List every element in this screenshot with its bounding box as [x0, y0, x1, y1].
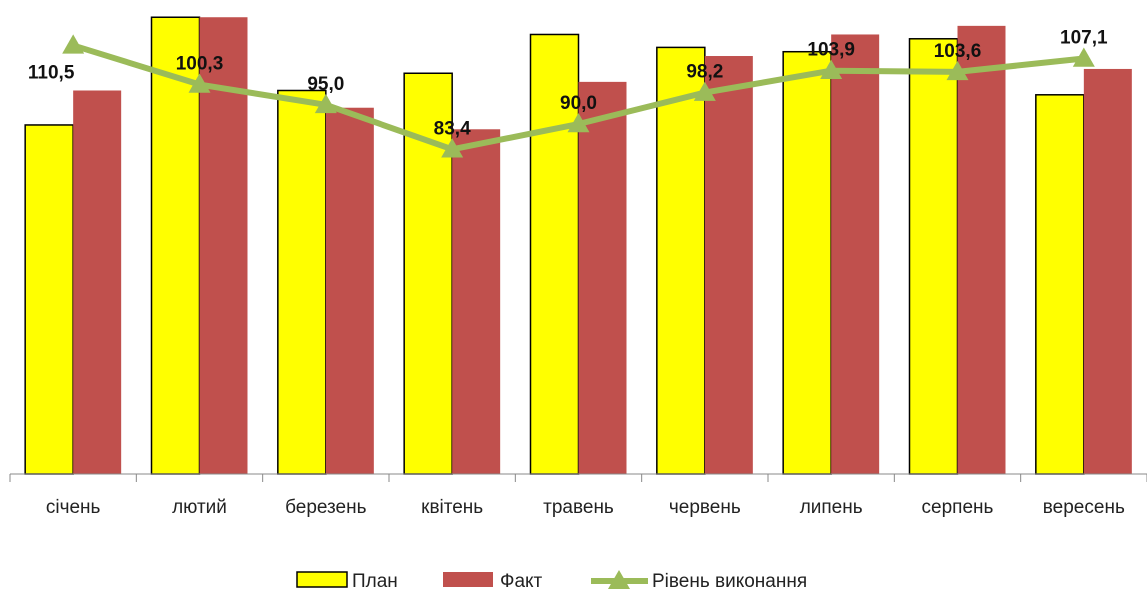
line-point-3	[441, 138, 464, 158]
line-point-7	[946, 60, 969, 81]
bar-fakt-4	[578, 81, 627, 474]
bar-plan-1	[150, 16, 201, 475]
data-label-8: 107,1	[1060, 27, 1108, 48]
bar-plan-7	[908, 38, 959, 475]
legend: План Факт Рівень виконання	[296, 570, 807, 592]
line-point-1	[188, 73, 211, 93]
line-point-0	[62, 34, 85, 54]
bar-plan-0	[24, 124, 74, 475]
x-tick-label-3: квітень	[421, 497, 483, 518]
legend-label-fakt: Факт	[500, 571, 543, 592]
bar-fakt-6	[831, 34, 880, 475]
data-label-7: 103,6	[934, 41, 982, 62]
legend-swatch-fakt	[443, 572, 493, 587]
x-tick-label-0: січень	[46, 497, 101, 518]
bar-plan-8	[1035, 94, 1085, 475]
data-label-4: 90,0	[560, 93, 597, 114]
data-label-3: 83,4	[434, 118, 471, 139]
bar-fakt-8	[1083, 68, 1132, 474]
legend-marker-riven	[608, 570, 630, 589]
bar-fakt-5	[704, 56, 753, 474]
legend-label-plan: План	[352, 571, 398, 592]
data-label-0: 110,5	[28, 62, 75, 83]
x-tick-label-4: травень	[543, 497, 614, 518]
bar-plan-6	[782, 50, 832, 475]
x-tick-label-1: лютий	[172, 497, 227, 518]
x-tick-label-7: серпень	[922, 497, 994, 518]
data-label-1: 100,3	[176, 54, 224, 75]
x-tick-labels: січень лютий березень квітень травень червень…	[46, 497, 1125, 518]
bars-layer	[24, 16, 1132, 475]
legend-label-riven: Рівень виконання	[652, 571, 807, 592]
line-point-8	[1072, 47, 1095, 67]
line-point-6	[820, 59, 843, 79]
x-tick-label-2: березень	[285, 497, 367, 518]
line-point-4	[567, 113, 590, 133]
line-point-2	[314, 93, 337, 114]
x-tick-label-8: вересень	[1043, 497, 1125, 518]
x-axis	[9, 473, 1147, 482]
bar-plan-2	[277, 89, 327, 475]
bar-plan-4	[529, 33, 580, 475]
x-tick-label-5: червень	[669, 497, 741, 518]
bar-fakt-3	[452, 129, 501, 475]
data-label-6: 103,9	[807, 40, 855, 61]
line-layer	[62, 34, 1095, 158]
data-label-2: 95,0	[307, 74, 344, 95]
data-label-5: 98,2	[686, 62, 723, 83]
bar-fakt-7	[957, 25, 1006, 474]
data-labels: 110,5 100,3 95,0 83,4 90,0 98,2 103,9 103,6 107,…	[28, 27, 1108, 139]
bar-fakt-2	[325, 107, 374, 475]
line-point-5	[693, 81, 716, 101]
bar-plan-5	[656, 46, 706, 475]
bar-fakt-0	[73, 90, 122, 474]
x-tick-label-6: липень	[800, 497, 863, 518]
legend-swatch-plan	[296, 571, 348, 588]
